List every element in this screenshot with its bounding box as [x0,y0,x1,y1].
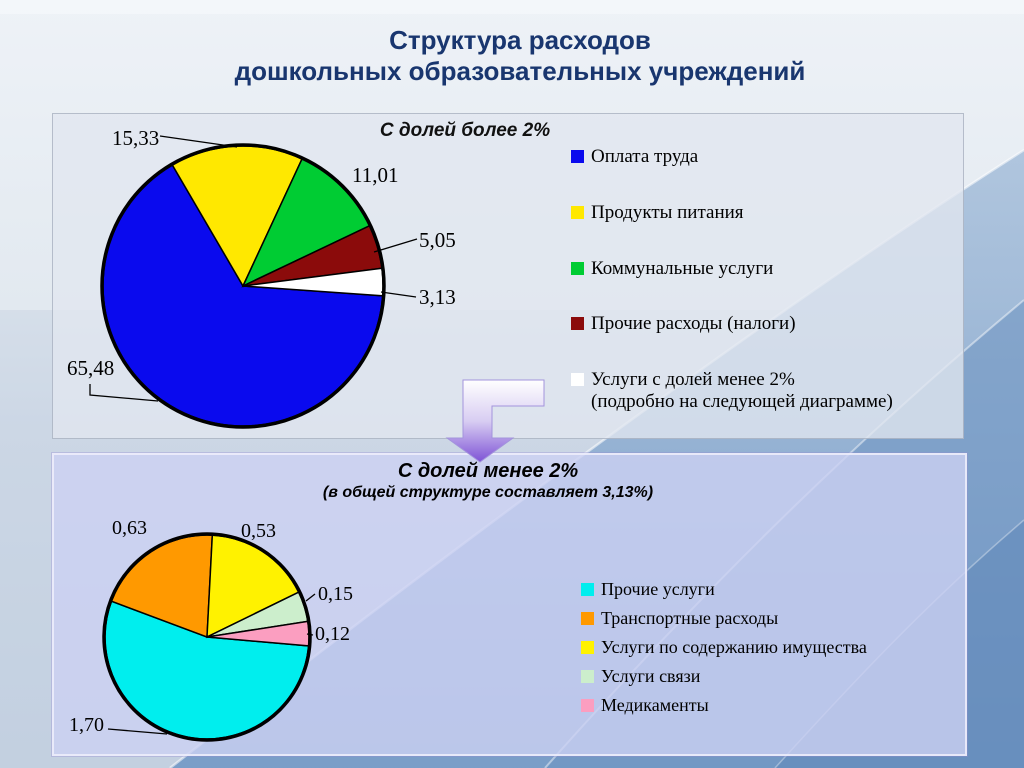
value-label-services-under-2: 3,13 [419,285,456,309]
legend-swatch-communication [581,670,594,683]
legend-swatch-other-services [581,583,594,596]
legend-swatch-food [571,206,584,219]
legend-item-other-expenses: Прочие расходы (налоги) [571,313,796,335]
value-label-medicines: 0,12 [315,623,350,645]
value-label-property-maintenance: 0,53 [241,520,276,542]
legend-swatch-wages [571,150,584,163]
legend-item-other-services: Прочие услуги [581,579,715,600]
legend-swatch-transport [581,612,594,625]
legend-item-property-maintenance: Услуги по содержанию имущества [581,637,867,658]
legend-item-services-under-2: Услуги с долей менее 2% (подробно на сле… [571,369,893,413]
slide-title-line1: Структура расходов [389,25,651,55]
legend-item-wages: Оплата труда [571,146,698,168]
value-label-communication: 0,15 [318,583,353,605]
legend-swatch-services-under-2 [571,373,584,386]
chart-title-small-shares-line1: С долей менее 2% [397,460,579,482]
value-label-food: 15,33 [112,126,160,150]
legend-item-utilities: Коммунальные услуги [571,258,773,280]
legend-item-medicines: Медикаменты [581,695,709,716]
value-label-transport: 0,63 [112,517,147,539]
slide-title: Структура расходов дошкольных образовате… [50,25,990,87]
legend-item-food: Продукты питания [571,202,744,224]
chart-title-small-shares-subtitle: (в общей структуре составляет 3,13%) [322,484,654,501]
value-label-utilities: 11,01 [352,163,399,187]
legend-swatch-other-expenses [571,317,584,330]
chart-title-small-shares: С долей менее 2% (в общей структуре сост… [288,459,688,502]
legend-swatch-utilities [571,262,584,275]
legend-item-transport: Транспортные расходы [581,608,778,629]
value-label-other-expenses: 5,05 [419,228,456,252]
legend-swatch-medicines [581,699,594,712]
legend-item-communication: Услуги связи [581,666,700,687]
value-label-other-services: 1,70 [69,714,104,736]
value-label-wages: 65,48 [67,356,115,380]
chart-title-large-shares: С долей более 2% [379,120,551,141]
legend-swatch-property-maintenance [581,641,594,654]
slide-title-line2: дошкольных образовательных учреждений [234,56,806,86]
